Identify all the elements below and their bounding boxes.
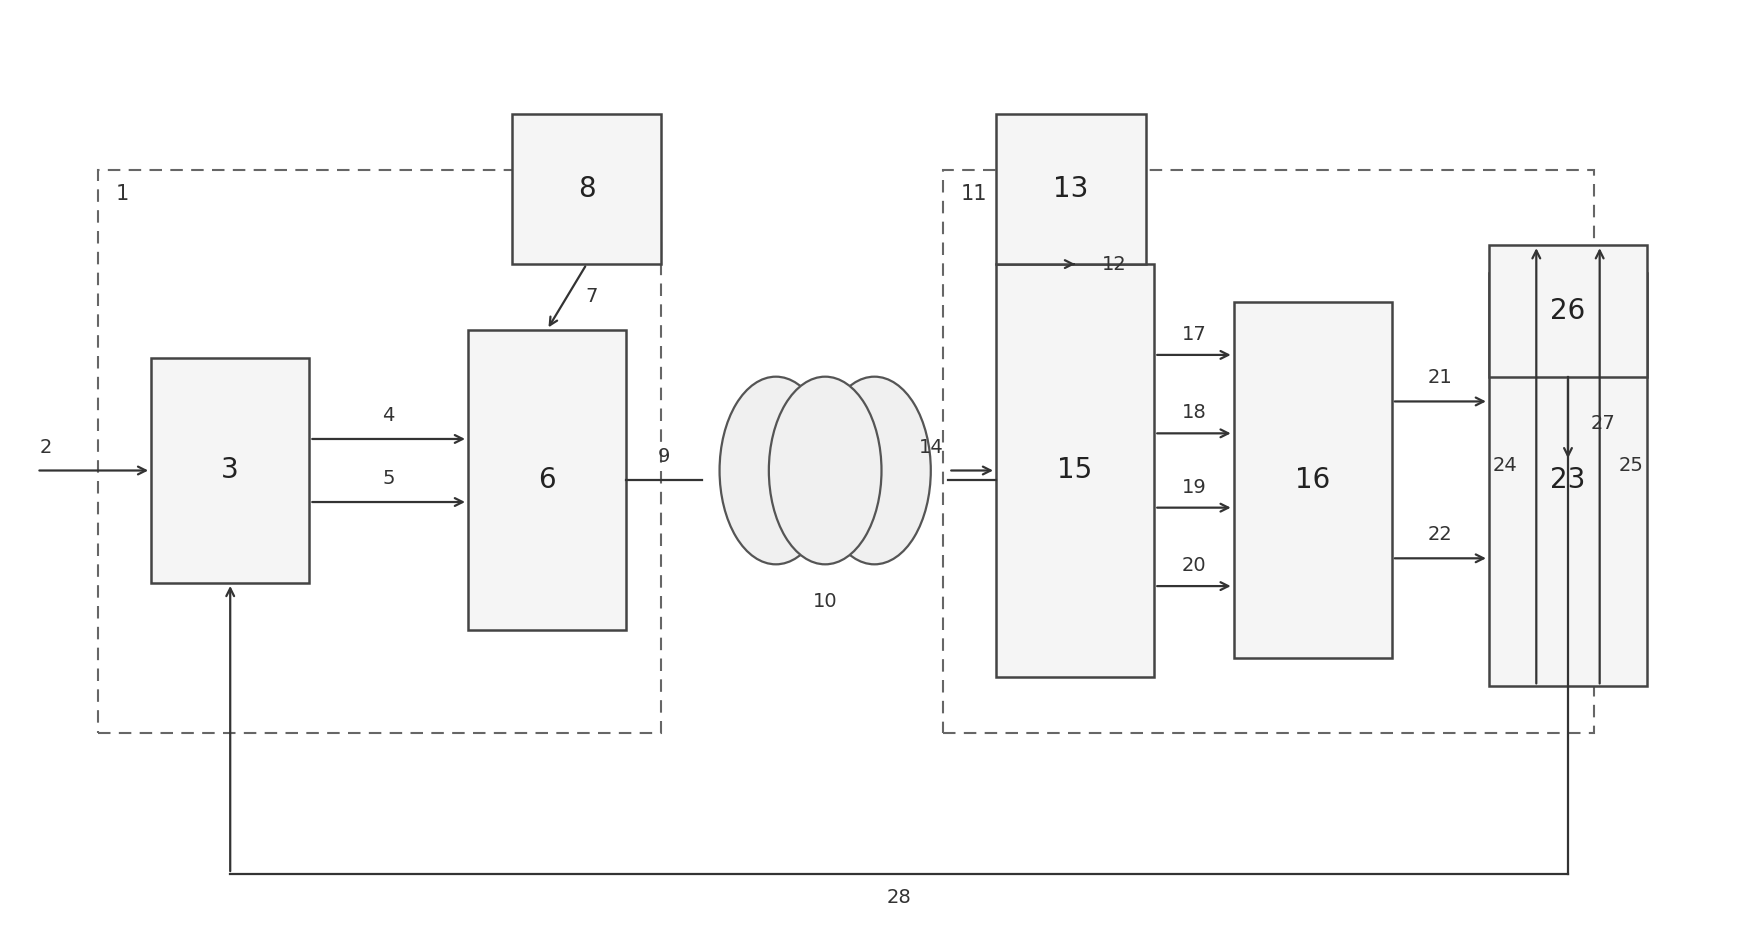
Ellipse shape xyxy=(769,376,882,565)
Text: 4: 4 xyxy=(383,406,395,425)
Text: 12: 12 xyxy=(1102,255,1127,274)
Text: 16: 16 xyxy=(1296,466,1331,494)
Text: 19: 19 xyxy=(1181,477,1206,497)
Bar xyxy=(996,114,1146,264)
Text: 2: 2 xyxy=(39,438,51,456)
Text: 5: 5 xyxy=(383,469,395,488)
Text: 9: 9 xyxy=(658,447,670,466)
Text: 26: 26 xyxy=(1550,297,1585,325)
Text: 8: 8 xyxy=(578,175,596,203)
Text: 7: 7 xyxy=(585,287,598,307)
Text: 20: 20 xyxy=(1181,556,1206,575)
Bar xyxy=(943,170,1594,733)
Text: 21: 21 xyxy=(1428,369,1453,388)
Text: 11: 11 xyxy=(961,184,987,204)
Bar xyxy=(467,329,626,630)
Text: 10: 10 xyxy=(813,592,837,612)
Text: 13: 13 xyxy=(1053,175,1088,203)
Ellipse shape xyxy=(719,376,832,565)
Text: 6: 6 xyxy=(538,466,555,494)
Bar xyxy=(1488,274,1647,686)
Text: 1: 1 xyxy=(116,184,129,204)
Text: 23: 23 xyxy=(1550,466,1585,494)
Text: 27: 27 xyxy=(1590,414,1615,433)
Bar xyxy=(99,170,661,733)
Bar xyxy=(1234,302,1393,658)
Bar xyxy=(152,358,310,583)
Text: 25: 25 xyxy=(1618,456,1643,475)
Text: 17: 17 xyxy=(1181,325,1206,343)
Text: 3: 3 xyxy=(222,456,240,485)
Text: 15: 15 xyxy=(1058,456,1093,485)
Text: 24: 24 xyxy=(1491,456,1516,475)
Text: 14: 14 xyxy=(919,438,943,456)
Text: 18: 18 xyxy=(1181,403,1206,423)
Bar xyxy=(511,114,661,264)
Text: 22: 22 xyxy=(1428,525,1453,544)
Ellipse shape xyxy=(818,376,931,565)
Text: 28: 28 xyxy=(887,888,911,907)
Bar xyxy=(996,264,1155,677)
Bar xyxy=(1488,246,1647,376)
